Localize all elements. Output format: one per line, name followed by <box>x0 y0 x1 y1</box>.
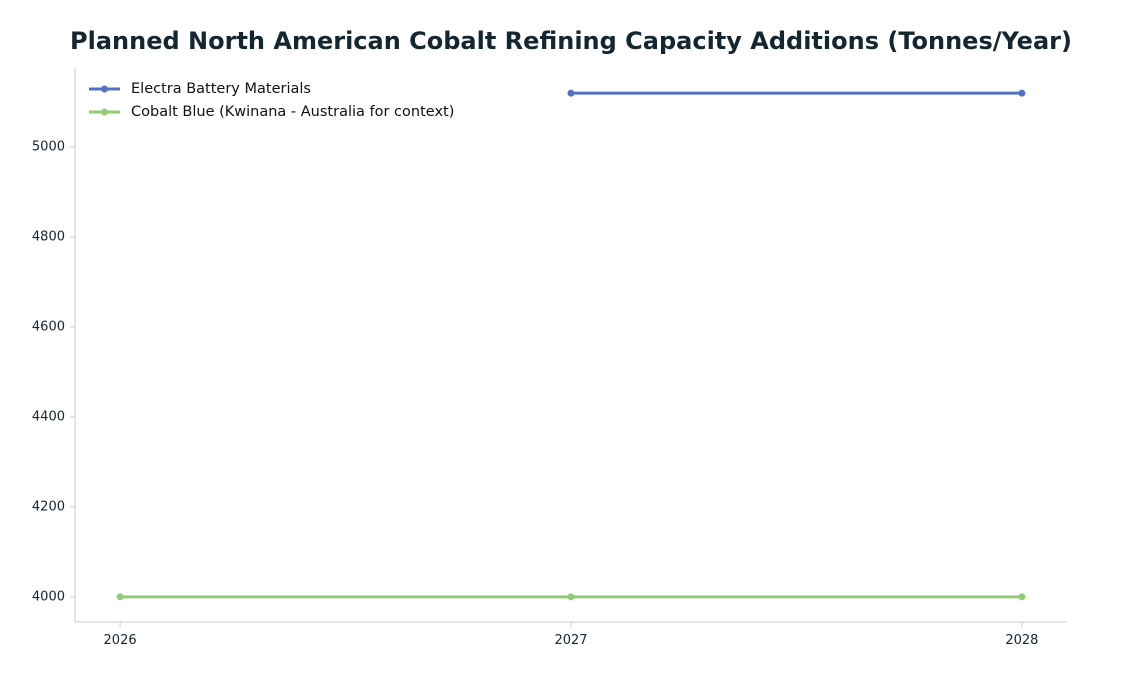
x-tick-label: 2027 <box>554 633 587 648</box>
data-point <box>567 89 575 97</box>
x-axis-ticks: 2026 2027 2028 <box>104 622 1038 648</box>
data-point <box>1018 593 1026 601</box>
y-tick-label: 4800 <box>32 230 65 245</box>
data-point <box>1018 89 1026 97</box>
data-point <box>116 593 124 601</box>
legend-label: Electra Battery Materials <box>131 81 311 97</box>
y-tick-label: 5000 <box>32 140 65 155</box>
axes <box>74 68 1067 623</box>
series-layer <box>116 89 1026 601</box>
chart-title: Planned North American Cobalt Refining C… <box>70 27 1072 55</box>
x-tick-label: 2028 <box>1005 633 1038 648</box>
data-point <box>567 593 575 601</box>
legend-marker <box>101 85 108 93</box>
legend-marker <box>101 108 108 116</box>
y-tick-label: 4600 <box>32 320 65 335</box>
legend-label: Cobalt Blue (Kwinana - Australia for con… <box>131 104 454 120</box>
y-tick-label: 4200 <box>32 499 65 514</box>
x-tick-label: 2026 <box>104 633 137 648</box>
legend: Electra Battery Materials Cobalt Blue (Kw… <box>89 81 454 120</box>
y-tick-label: 4400 <box>32 409 65 424</box>
y-tick-label: 4000 <box>32 589 65 604</box>
y-axis-ticks: 4000 4200 4400 4600 4800 5000 <box>32 140 75 604</box>
